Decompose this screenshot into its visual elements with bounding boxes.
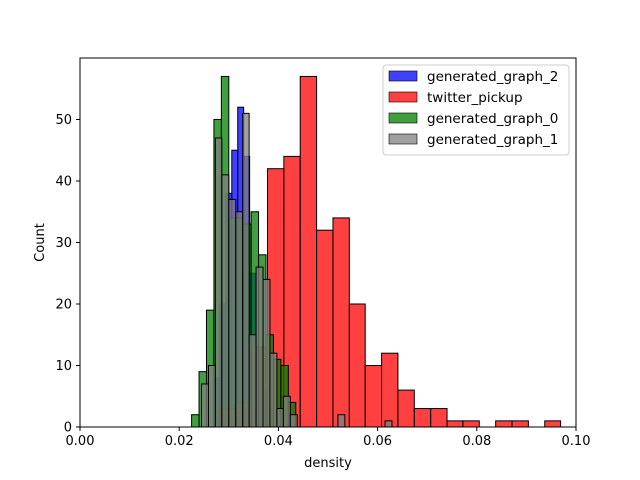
histogram-bar xyxy=(430,408,448,428)
legend-box xyxy=(382,64,570,156)
histogram-bar xyxy=(201,383,209,428)
legend-swatch xyxy=(388,133,418,145)
histogram-bar xyxy=(381,352,399,428)
legend-item: generated_graph_2 xyxy=(388,69,558,85)
histogram-bar xyxy=(207,365,216,428)
histogram-bar xyxy=(337,414,346,428)
histogram-bar xyxy=(495,420,513,428)
histogram-bar xyxy=(228,198,237,428)
x-axis-ticks: 0.00 0.02 0.04 0.06 0.08 0.10 xyxy=(66,427,591,449)
histogram-bar xyxy=(332,217,350,428)
histogram-bar xyxy=(255,266,264,428)
x-tick-label: 0.04 xyxy=(264,434,293,449)
histogram-bar xyxy=(544,420,562,428)
legend: generated_graph_2 twitter_pickup generated… xyxy=(382,64,570,156)
histogram-bar xyxy=(511,420,529,428)
histogram-bar xyxy=(262,278,271,428)
y-axis-ticks: 0 10 20 30 40 50 xyxy=(55,113,80,436)
legend-swatch xyxy=(388,112,418,124)
y-tick-label: 40 xyxy=(55,175,72,190)
x-tick-label: 0.10 xyxy=(562,434,591,449)
legend-label: generated_graph_0 xyxy=(427,111,558,127)
x-tick-label: 0.02 xyxy=(165,434,194,449)
legend-item: twitter_pickup xyxy=(388,90,523,106)
histogram-bar xyxy=(348,303,366,428)
histogram-bar xyxy=(235,211,244,428)
histogram-bar xyxy=(462,420,480,428)
x-tick-label: 0.08 xyxy=(462,434,491,449)
legend-label: generated_graph_2 xyxy=(427,69,558,85)
histogram-bar xyxy=(242,112,250,428)
y-tick-label: 0 xyxy=(64,421,72,436)
histogram-bar xyxy=(289,414,298,428)
histogram-bar xyxy=(248,334,257,428)
y-tick-label: 20 xyxy=(55,298,72,313)
y-axis-label: Count xyxy=(33,223,48,262)
legend-label: twitter_pickup xyxy=(427,90,523,106)
histogram-bar xyxy=(316,229,334,428)
bars-layer xyxy=(191,75,562,428)
y-tick-label: 50 xyxy=(55,113,72,128)
histogram-bar xyxy=(221,174,230,428)
legend-label: generated_graph_1 xyxy=(427,132,558,148)
histogram-bar xyxy=(191,414,200,428)
histogram-bar xyxy=(446,420,464,428)
x-tick-label: 0.06 xyxy=(363,434,392,449)
y-tick-label: 10 xyxy=(55,359,72,374)
legend-swatch xyxy=(388,91,418,103)
histogram-bar xyxy=(282,395,291,428)
x-tick-label: 0.00 xyxy=(66,434,95,449)
legend-swatch xyxy=(388,70,418,82)
histogram-bar xyxy=(364,365,383,428)
histogram-bar xyxy=(299,75,318,428)
legend-item: generated_graph_0 xyxy=(388,111,558,127)
legend-item: generated_graph_1 xyxy=(388,132,558,148)
histogram-bar xyxy=(413,408,432,428)
histogram-bar xyxy=(384,420,393,428)
histogram-bar xyxy=(397,389,415,428)
histogram-bar xyxy=(214,137,223,428)
x-axis-label: density xyxy=(304,456,352,471)
histogram-bar xyxy=(276,408,284,428)
y-tick-label: 30 xyxy=(55,236,72,251)
histogram-bar xyxy=(269,352,278,428)
